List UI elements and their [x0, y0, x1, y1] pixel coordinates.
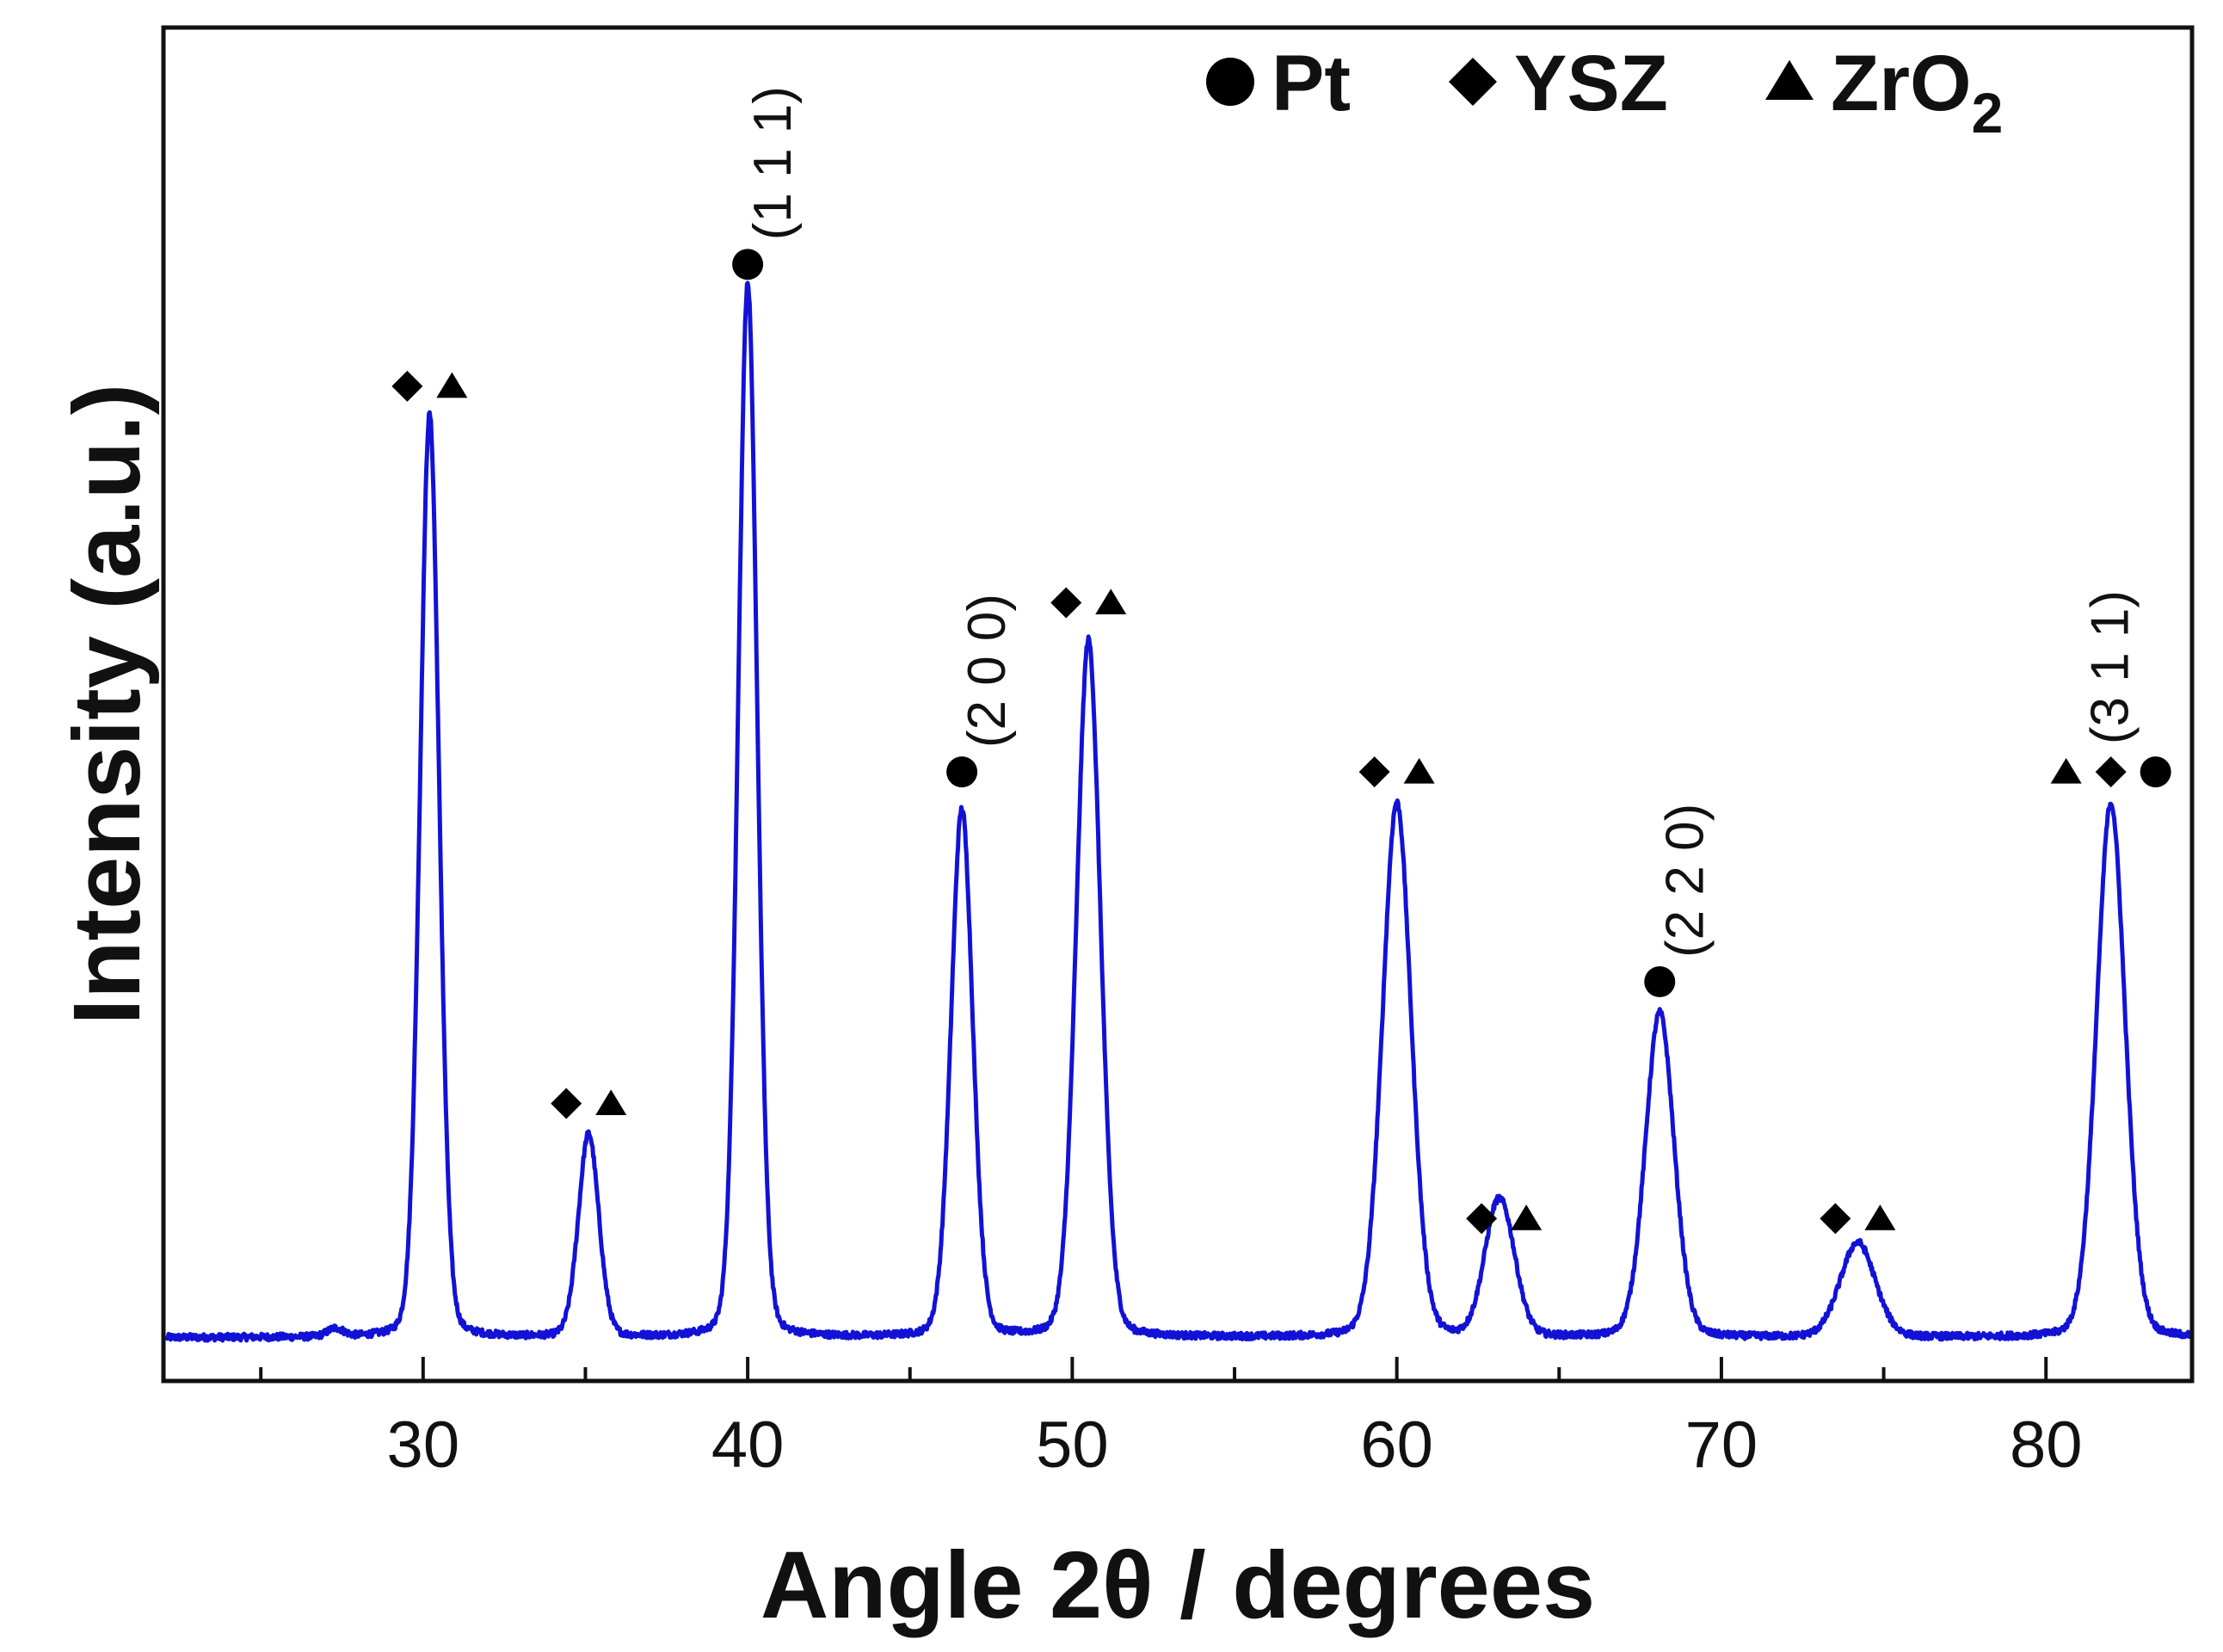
ysz-marker-diamond — [391, 370, 423, 402]
ysz-marker-diamond — [551, 1088, 582, 1119]
miller-index-label: (1 1 1) — [743, 86, 803, 240]
ysz-marker-diamond — [2095, 756, 2127, 788]
x-axis-ticks: 30 40 50 60 70 80 — [259, 1357, 2083, 1482]
peak-annotation — [1050, 587, 1127, 619]
zro2-marker-triangle — [2050, 757, 2082, 784]
x-axis-title: Angle 2θ / degrees — [760, 1532, 1595, 1638]
peak-annotation: (1 1 1) — [732, 86, 803, 280]
pt-marker-circle — [1206, 58, 1254, 106]
peak-annotation — [1466, 1203, 1543, 1235]
ysz-marker-diamond — [1820, 1203, 1851, 1235]
legend-entry: ZrO2 — [1765, 40, 2003, 145]
legend-entry: YSZ — [1449, 40, 1668, 127]
peak-annotation — [1820, 1203, 1896, 1235]
legend-label: YSZ — [1514, 40, 1668, 127]
legend-subscript: 2 — [1972, 81, 2004, 145]
peak-annotations: (1 1 1) (2 0 0) (2 2 0) (3 1 1) — [391, 86, 2171, 1235]
x-tick-label: 40 — [711, 1409, 785, 1482]
legend-entry: Pt — [1206, 40, 1351, 127]
x-tick-label: 70 — [1685, 1409, 1758, 1482]
peak-annotation — [551, 1088, 627, 1119]
legend-label: Pt — [1272, 40, 1351, 127]
y-axis-title: Intensity (a.u.) — [54, 384, 160, 1026]
zro2-marker-triangle — [1864, 1205, 1896, 1230]
miller-index-label: (2 0 0) — [958, 594, 1017, 748]
legend: Pt YSZ ZrO2 — [1206, 40, 2003, 145]
peak-annotation: (2 2 0) — [1644, 804, 1715, 997]
zro2-marker-triangle — [1095, 589, 1127, 615]
plot-area — [161, 25, 2195, 1384]
zro2-marker-triangle — [1403, 757, 1435, 784]
zro2-marker-triangle — [595, 1089, 627, 1116]
x-tick-label: 50 — [1036, 1409, 1109, 1482]
ysz-marker-diamond — [1449, 58, 1497, 106]
zro2-marker-triangle — [436, 372, 468, 398]
ysz-marker-diamond — [1466, 1203, 1498, 1235]
pt-marker-circle — [732, 249, 764, 280]
x-tick-label: 60 — [1360, 1409, 1433, 1482]
plot-frame — [161, 25, 2195, 1384]
x-tick-label: 30 — [387, 1409, 460, 1482]
x-tick-label: 80 — [2010, 1409, 2083, 1482]
miller-index-label: (3 1 1) — [2081, 590, 2140, 744]
peak-annotation: (2 0 0) — [946, 594, 1017, 788]
ysz-marker-diamond — [1358, 756, 1390, 788]
miller-index-label: (2 2 0) — [1655, 804, 1715, 958]
ysz-marker-diamond — [1050, 587, 1082, 619]
pt-marker-circle — [2140, 756, 2171, 788]
peak-annotation — [391, 370, 468, 402]
pt-marker-circle — [946, 756, 978, 788]
zro2-marker-triangle — [1765, 59, 1814, 100]
peak-annotation — [1358, 756, 1435, 788]
zro2-marker-triangle — [1511, 1205, 1543, 1230]
series-line-intensity — [164, 280, 2192, 1343]
legend-label: ZrO2 — [1831, 40, 2003, 145]
peak-annotation: (3 1 1) — [2050, 590, 2171, 788]
pt-marker-circle — [1644, 965, 1676, 997]
